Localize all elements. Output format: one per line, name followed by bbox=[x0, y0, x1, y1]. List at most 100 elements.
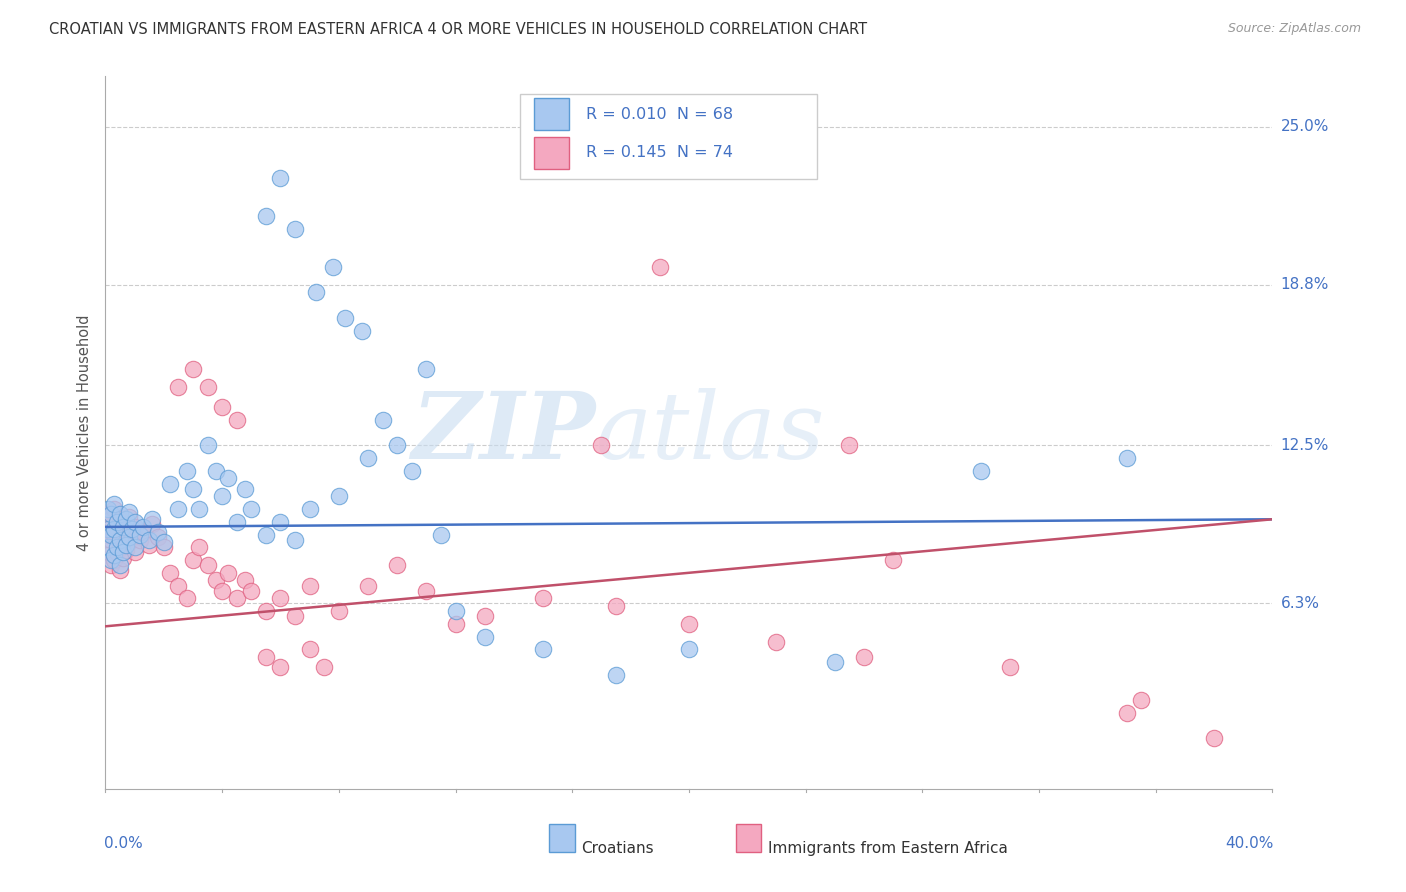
Point bbox=[235, 482, 257, 496]
Bar bbox=[534, 136, 569, 169]
Point bbox=[605, 667, 627, 681]
Point bbox=[1115, 451, 1137, 466]
Text: Immigrants from Eastern Africa: Immigrants from Eastern Africa bbox=[768, 841, 1008, 855]
Y-axis label: 4 or more Vehicles in Household: 4 or more Vehicles in Household bbox=[77, 314, 93, 551]
Point bbox=[314, 660, 336, 674]
Point bbox=[269, 591, 292, 606]
Point bbox=[100, 558, 122, 573]
Point bbox=[269, 515, 292, 529]
Point bbox=[97, 507, 120, 521]
Point bbox=[211, 583, 233, 598]
Point bbox=[103, 553, 125, 567]
Point bbox=[328, 604, 350, 618]
Point bbox=[97, 527, 120, 541]
Point bbox=[648, 260, 671, 274]
Text: 12.5%: 12.5% bbox=[1281, 438, 1329, 453]
Point bbox=[444, 604, 467, 618]
Point bbox=[129, 527, 152, 541]
Point bbox=[129, 533, 152, 547]
Point bbox=[254, 649, 277, 664]
Point bbox=[108, 558, 131, 573]
Point bbox=[153, 541, 174, 555]
Point bbox=[181, 362, 204, 376]
Point bbox=[97, 541, 120, 555]
Text: R = 0.145  N = 74: R = 0.145 N = 74 bbox=[586, 145, 734, 161]
Point bbox=[197, 380, 219, 394]
Point bbox=[211, 489, 233, 503]
Point bbox=[141, 517, 163, 532]
Point bbox=[1115, 706, 1137, 720]
Point bbox=[108, 512, 131, 526]
Point bbox=[401, 464, 423, 478]
Point bbox=[322, 260, 344, 274]
Point bbox=[197, 558, 219, 573]
Point bbox=[103, 523, 125, 537]
Point bbox=[765, 634, 787, 648]
Point bbox=[269, 660, 292, 674]
Point bbox=[304, 285, 326, 300]
Point bbox=[103, 502, 125, 516]
Point bbox=[1202, 731, 1225, 746]
Text: 6.3%: 6.3% bbox=[1281, 596, 1320, 611]
Point bbox=[108, 533, 131, 547]
Point bbox=[100, 533, 122, 547]
Point bbox=[118, 505, 141, 519]
Point bbox=[531, 591, 554, 606]
Text: R = 0.010  N = 68: R = 0.010 N = 68 bbox=[586, 107, 734, 122]
Point bbox=[124, 515, 146, 529]
Point bbox=[998, 660, 1021, 674]
Point bbox=[105, 520, 128, 534]
Text: CROATIAN VS IMMIGRANTS FROM EASTERN AFRICA 4 OR MORE VEHICLES IN HOUSEHOLD CORRE: CROATIAN VS IMMIGRANTS FROM EASTERN AFRI… bbox=[49, 22, 868, 37]
Text: ZIP: ZIP bbox=[412, 388, 596, 477]
Point bbox=[118, 509, 141, 524]
Point bbox=[132, 524, 155, 539]
Point bbox=[197, 438, 219, 452]
Point bbox=[240, 502, 263, 516]
Point bbox=[415, 583, 437, 598]
Point bbox=[385, 438, 409, 452]
Bar bbox=[735, 823, 761, 852]
Point bbox=[167, 578, 190, 592]
Point bbox=[124, 520, 146, 534]
Point bbox=[371, 413, 394, 427]
Text: 40.0%: 40.0% bbox=[1225, 836, 1274, 851]
Point bbox=[111, 545, 134, 559]
Point bbox=[970, 464, 993, 478]
Point bbox=[100, 553, 122, 567]
Point bbox=[298, 502, 321, 516]
Point bbox=[678, 616, 700, 631]
Point bbox=[121, 523, 143, 537]
Point bbox=[187, 502, 209, 516]
Point bbox=[115, 538, 138, 552]
Point bbox=[146, 524, 169, 539]
Point bbox=[97, 502, 120, 516]
Point bbox=[181, 553, 204, 567]
Point bbox=[352, 324, 374, 338]
FancyBboxPatch shape bbox=[520, 94, 817, 179]
Point bbox=[100, 527, 122, 541]
Point bbox=[100, 507, 122, 521]
Point bbox=[298, 578, 321, 592]
Point bbox=[1130, 693, 1153, 707]
Point bbox=[474, 630, 496, 644]
Point bbox=[138, 533, 160, 547]
Point bbox=[121, 527, 143, 541]
Text: 25.0%: 25.0% bbox=[1281, 120, 1329, 135]
Point bbox=[141, 512, 163, 526]
Point bbox=[105, 541, 128, 555]
Point bbox=[605, 599, 627, 613]
Point bbox=[269, 170, 292, 185]
Point bbox=[132, 520, 155, 534]
Point bbox=[225, 515, 247, 529]
Point bbox=[284, 221, 307, 235]
Point bbox=[111, 520, 134, 534]
Point bbox=[115, 542, 138, 557]
Bar bbox=[548, 823, 575, 852]
Point bbox=[108, 563, 131, 577]
Point bbox=[97, 548, 120, 562]
Point bbox=[103, 497, 125, 511]
Point bbox=[357, 451, 380, 466]
Text: 0.0%: 0.0% bbox=[104, 836, 143, 851]
Point bbox=[824, 655, 846, 669]
Point bbox=[103, 548, 125, 562]
